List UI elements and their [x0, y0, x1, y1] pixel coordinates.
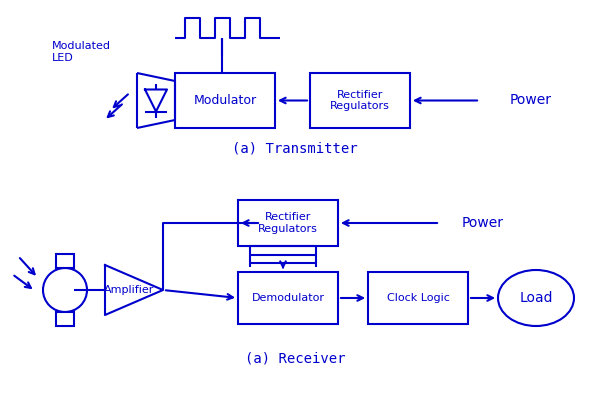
Text: Rectifier
Regulators: Rectifier Regulators	[330, 90, 390, 111]
Bar	[175, 73, 275, 128]
Bar	[56, 312, 74, 326]
Text: Demodulator: Demodulator	[251, 293, 325, 303]
Bar	[238, 272, 338, 324]
Text: Clock Logic: Clock Logic	[386, 293, 449, 303]
Text: Load: Load	[519, 291, 553, 305]
Text: Rectifier
Regulators: Rectifier Regulators	[258, 212, 318, 234]
Text: Modulated
LED: Modulated LED	[52, 41, 111, 63]
Bar	[238, 200, 338, 246]
Bar	[56, 254, 74, 268]
Text: Power: Power	[462, 216, 504, 230]
Text: Modulator: Modulator	[193, 94, 257, 107]
Text: Amplifier: Amplifier	[104, 285, 155, 295]
Text: (a) Transmitter: (a) Transmitter	[232, 141, 358, 155]
Bar	[368, 272, 468, 324]
Text: Power: Power	[510, 93, 552, 107]
Text: (a) Receiver: (a) Receiver	[245, 351, 345, 365]
Bar	[310, 73, 410, 128]
